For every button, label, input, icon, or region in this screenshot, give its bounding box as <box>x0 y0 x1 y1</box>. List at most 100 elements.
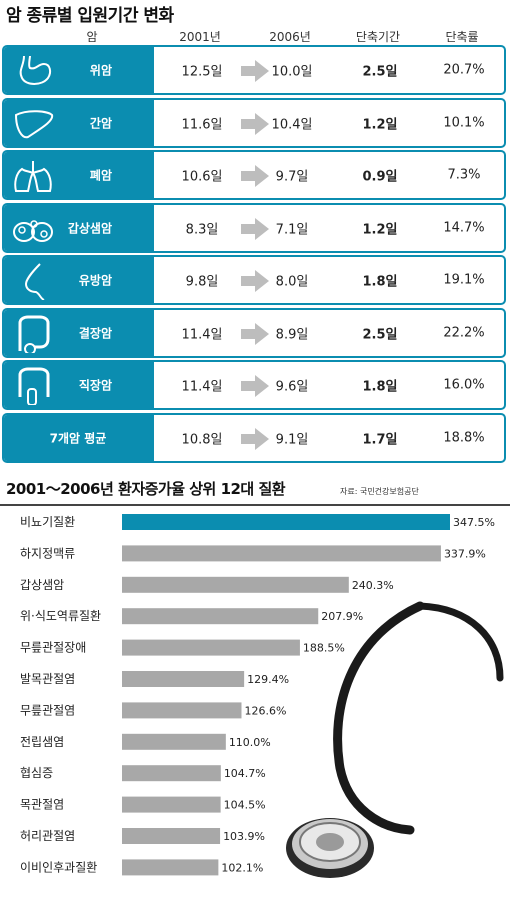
row-label-cell: 위암 <box>4 47 154 93</box>
bar <box>122 514 450 530</box>
value-label: 188.5% <box>303 642 345 655</box>
row-label-cell: 폐암 <box>4 152 154 198</box>
section-divider <box>0 504 510 506</box>
header-2001: 2001년 <box>179 30 221 44</box>
table-row: 7개암 평균 10.8일 9.1일 1.7일 18.8% <box>2 412 506 463</box>
liver-icon <box>14 109 54 138</box>
category-label: 위·식도역류질환 <box>20 609 101 623</box>
chart-title: 2001～2006년 환자증가율 상위 12대 질환 <box>6 480 286 498</box>
bar <box>122 828 221 844</box>
cell-y2001: 11.6일 <box>181 117 223 132</box>
header-2006: 2006년 <box>269 30 311 44</box>
table-title: 암 종류별 입원기간 변화 <box>6 6 174 26</box>
disease-increase-chart: 비뇨기질환 347.5% 하지정맥류 337.9% 갑상샘암 240.3% 위·식도역류질환… <box>20 514 504 878</box>
arrow-right-icon <box>241 270 269 292</box>
cell-y2006: 8.0일 <box>275 274 309 290</box>
cell-rate: 18.8% <box>443 430 485 445</box>
bar <box>122 608 319 625</box>
cancer-name: 유방암 <box>78 273 112 288</box>
table-row: 직장암 11.4일 9.6일 1.8일 16.0% <box>2 360 506 410</box>
value-label: 207.9% <box>321 610 363 623</box>
cell-reduction: 1.8일 <box>362 274 398 290</box>
breast-icon <box>24 263 45 300</box>
cell-rate: 20.7% <box>443 62 485 78</box>
value-label: 104.5% <box>224 799 266 812</box>
bar <box>122 765 221 782</box>
bar <box>122 576 349 593</box>
stethoscope-icon <box>286 601 504 878</box>
cell-y2001: 11.4일 <box>181 327 223 342</box>
colon-icon <box>18 315 50 353</box>
header-reduction: 단축기간 <box>355 30 401 44</box>
cell-y2006: 8.9일 <box>275 327 309 342</box>
value-label: 347.5% <box>453 516 495 529</box>
cell-y2006: 9.7일 <box>275 169 309 185</box>
row-label-cell: 7개암 평균 <box>4 414 154 461</box>
value-label: 240.3% <box>352 579 394 592</box>
arrow-right-icon <box>241 427 269 450</box>
arrow-right-icon <box>241 165 269 187</box>
cell-reduction: 1.8일 <box>362 379 398 395</box>
cell-reduction: 2.5일 <box>362 64 398 80</box>
lungs-icon <box>14 161 52 192</box>
cell-y2001: 9.8일 <box>185 274 219 290</box>
bar <box>122 796 221 813</box>
value-label: 110.0% <box>229 736 271 749</box>
category-label: 무릎관절장애 <box>20 641 86 655</box>
cancer-name: 폐암 <box>89 168 112 183</box>
row-label-cell: 갑상샘암 <box>4 204 154 251</box>
cell-rate: 7.3% <box>447 167 481 183</box>
category-label: 하지정맥류 <box>20 546 75 560</box>
category-label: 발목관절염 <box>20 672 75 686</box>
value-label: 103.9% <box>223 830 265 843</box>
category-label: 목관절염 <box>20 798 64 812</box>
chart-source: 자료: 국민건강보험공단 <box>340 487 419 496</box>
category-label: 협심증 <box>20 766 53 780</box>
table-row: 위암 12.5일 10.0일 2.5일 20.7% <box>2 45 506 95</box>
cell-reduction: 2.5일 <box>362 327 398 342</box>
value-label: 126.6% <box>244 704 286 717</box>
cell-reduction: 0.9일 <box>362 169 398 185</box>
cell-y2001: 11.4일 <box>181 379 223 395</box>
cell-y2001: 12.5일 <box>181 64 223 80</box>
bar <box>122 639 300 656</box>
cell-y2006: 9.6일 <box>275 379 309 395</box>
value-label: 102.1% <box>221 861 263 874</box>
category-label: 무릎관절염 <box>20 703 75 717</box>
table-row: 유방암 9.8일 8.0일 1.8일 19.1% <box>2 255 506 305</box>
cell-reduction: 1.2일 <box>362 117 398 132</box>
cell-y2006: 10.4일 <box>271 117 313 132</box>
arrow-right-icon <box>241 217 269 240</box>
cell-reduction: 1.7일 <box>362 432 398 447</box>
table-row: 간암 11.6일 10.4일 1.2일 10.1% <box>2 97 506 148</box>
cancer-name: 결장암 <box>78 326 112 340</box>
category-label: 비뇨기질환 <box>20 515 75 529</box>
table-row: 폐암 10.6일 9.7일 0.9일 7.3% <box>2 150 506 200</box>
stomach-icon <box>19 55 52 85</box>
bar <box>122 671 245 687</box>
arrow-right-icon <box>241 112 269 135</box>
value-label: 337.9% <box>444 547 486 560</box>
cell-rate: 16.0% <box>443 377 485 393</box>
bar <box>122 702 242 719</box>
cell-rate: 22.2% <box>443 325 485 340</box>
category-label: 갑상샘암 <box>20 578 64 592</box>
row-label-cell: 유방암 <box>4 257 154 303</box>
table-row: 결장암 11.4일 8.9일 2.5일 22.2% <box>2 307 506 358</box>
thyroid-icon <box>13 219 53 242</box>
arrow-right-icon <box>241 375 269 397</box>
category-label: 이비인후과질환 <box>20 860 97 874</box>
cell-rate: 14.7% <box>443 220 485 235</box>
row-label-cell: 직장암 <box>4 362 154 408</box>
bar <box>122 859 219 876</box>
bar <box>122 733 226 750</box>
row-label-cell: 결장암 <box>4 309 154 356</box>
row-label-cell: 간암 <box>4 99 154 146</box>
cell-rate: 19.1% <box>443 272 485 288</box>
arrow-right-icon <box>241 322 269 345</box>
cell-y2001: 10.6일 <box>181 169 223 185</box>
cancer-name: 직장암 <box>78 378 112 393</box>
cell-rate: 10.1% <box>443 115 485 130</box>
cancer-name: 갑상샘암 <box>67 221 112 235</box>
cell-y2006: 9.1일 <box>275 432 309 447</box>
